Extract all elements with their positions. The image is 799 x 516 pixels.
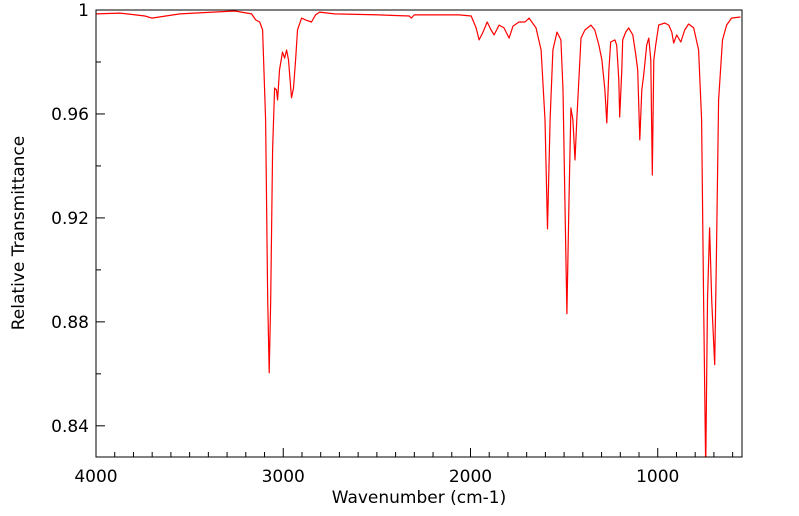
x-tick-labels: 4000 3000 2000 1000 [74,467,679,487]
y-tick-label: 0.96 [51,105,89,125]
x-tick-label: 1000 [636,467,679,487]
y-tick-label: 0.92 [51,209,89,229]
y-tick-label: 0.84 [51,417,89,437]
x-axis-title: Wavenumber (cm-1) [332,488,507,508]
y-axis-title: Relative Transmittance [9,136,29,331]
x-tick-label: 4000 [74,467,117,487]
y-tick-label: 1 [78,1,89,21]
axis-ticks [95,9,734,457]
spectrum-line [96,10,741,457]
y-tick-labels: 1 0.96 0.92 0.88 0.84 [51,1,89,437]
plot-frame [95,9,743,458]
x-tick-label: 3000 [262,467,305,487]
series-group [96,10,741,457]
y-tick-label: 0.88 [51,313,89,333]
x-tick-label: 2000 [449,467,492,487]
